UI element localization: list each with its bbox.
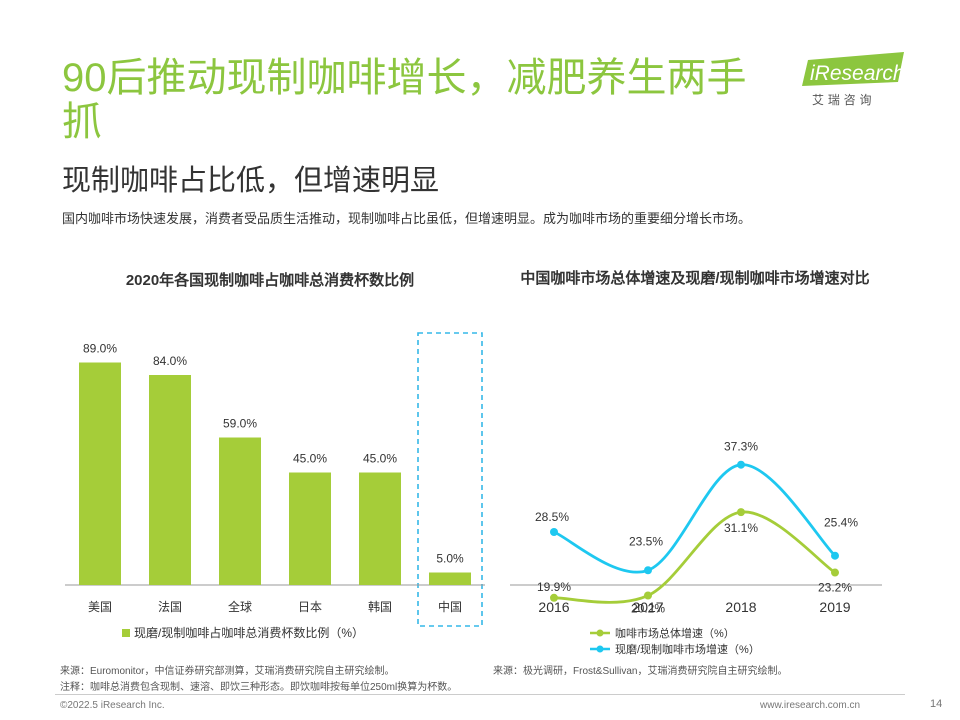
page-description: 国内咖啡市场快速发展，消费者受品质生活推动，现制咖啡占比虽低，但增速明显。成为咖… bbox=[62, 211, 752, 226]
source-note-right: 来源：极光调研，Frost&Sullivan，艾瑞消费研究院自主研究绘制。 bbox=[493, 666, 788, 677]
x-tick-label: 2018 bbox=[725, 599, 756, 615]
bar bbox=[359, 472, 401, 585]
x-tick-label: 日本 bbox=[298, 600, 322, 614]
legend-marker bbox=[596, 645, 604, 653]
logo-tagline: 艾 瑞 咨 询 bbox=[812, 92, 871, 107]
data-point bbox=[644, 566, 652, 575]
bar-value-label: 5.0% bbox=[436, 552, 464, 566]
annotation-note-left: 注释：咖啡总消费包含现制、速溶、即饮三种形态。即饮咖啡按每单位250ml换算为杯… bbox=[60, 682, 458, 693]
data-point bbox=[737, 508, 745, 517]
legend-swatch bbox=[122, 629, 130, 637]
x-tick-label: 全球 bbox=[228, 599, 252, 614]
bar-value-label: 84.0% bbox=[153, 354, 187, 368]
source-note-left: 来源：Euromonitor，中信证券研究部测算，艾瑞消费研究院自主研究绘制。 bbox=[60, 666, 395, 677]
legend-marker bbox=[596, 629, 604, 637]
data-point bbox=[831, 551, 839, 560]
bar-value-label: 45.0% bbox=[293, 452, 327, 466]
data-label: 25.4% bbox=[824, 516, 858, 530]
x-tick-label: 2016 bbox=[538, 599, 569, 615]
data-label: 28.5% bbox=[535, 510, 569, 524]
bar-chart-title: 2020年各国现制咖啡占咖啡总消费杯数比例 bbox=[125, 272, 415, 289]
bar bbox=[289, 472, 331, 585]
logo-wordmark: iResearch bbox=[810, 62, 905, 85]
data-point bbox=[550, 528, 558, 537]
page-number: 14 bbox=[930, 698, 943, 710]
page-title: 90后推动现制咖啡增长，减肥养生两手抓 bbox=[62, 56, 747, 144]
series-line bbox=[553, 510, 836, 604]
iresearch-logo: iResearch 艾 瑞 咨 询 bbox=[802, 52, 905, 107]
x-tick-label: 2017 bbox=[632, 599, 663, 615]
data-label: 23.5% bbox=[629, 534, 663, 548]
highlight-box bbox=[417, 332, 483, 627]
bar-chart: 89.0% 美国 84.0% 法国 59.0% 全球 45.0% 日本 45.0% 韩国 5.0% 中… bbox=[65, 332, 485, 640]
series-line bbox=[553, 463, 836, 574]
logo-banner-shape bbox=[802, 52, 904, 86]
x-tick-label: 2019 bbox=[819, 599, 850, 615]
legend-label: 现磨/现制咖啡占咖啡总消费杯数比例（%） bbox=[134, 625, 364, 640]
copyright: ©2022.5 iResearch Inc. bbox=[60, 700, 165, 711]
legend-label: 咖啡市场总体增速（%） bbox=[615, 626, 735, 640]
bar bbox=[429, 572, 471, 585]
bar bbox=[219, 437, 261, 585]
legend-label: 现磨/现制咖啡市场增速（%） bbox=[615, 642, 760, 656]
x-tick-label: 韩国 bbox=[368, 599, 392, 614]
data-point bbox=[831, 568, 839, 577]
data-label: 20.2% bbox=[631, 602, 665, 616]
data-label: 37.3% bbox=[724, 440, 758, 454]
x-tick-label: 法国 bbox=[158, 600, 182, 614]
data-point bbox=[737, 460, 745, 469]
line-chart: 2016 2017 2018 2019 19.9% 20.2% 31.1% 23.2% 28.5… bbox=[510, 440, 882, 656]
page-subtitle: 现制咖啡占比低，但增速明显 bbox=[62, 165, 440, 197]
x-tick-label: 美国 bbox=[88, 600, 112, 614]
data-label: 23.2% bbox=[818, 581, 852, 595]
data-label: 31.1% bbox=[724, 521, 758, 535]
x-tick-label: 中国 bbox=[438, 599, 462, 614]
line-chart-title: 中国咖啡市场总体增速及现磨/现制咖啡市场增速对比 bbox=[520, 270, 870, 287]
bar bbox=[79, 362, 121, 585]
data-point bbox=[550, 593, 558, 602]
bar-value-label: 45.0% bbox=[363, 452, 397, 466]
data-point bbox=[644, 591, 652, 600]
bar bbox=[149, 375, 191, 585]
bar-value-label: 59.0% bbox=[223, 417, 257, 431]
bar-value-label: 89.0% bbox=[83, 342, 117, 356]
data-label: 19.9% bbox=[537, 580, 571, 594]
website: www.iresearch.com.cn bbox=[760, 700, 861, 711]
footer-divider bbox=[55, 694, 905, 695]
